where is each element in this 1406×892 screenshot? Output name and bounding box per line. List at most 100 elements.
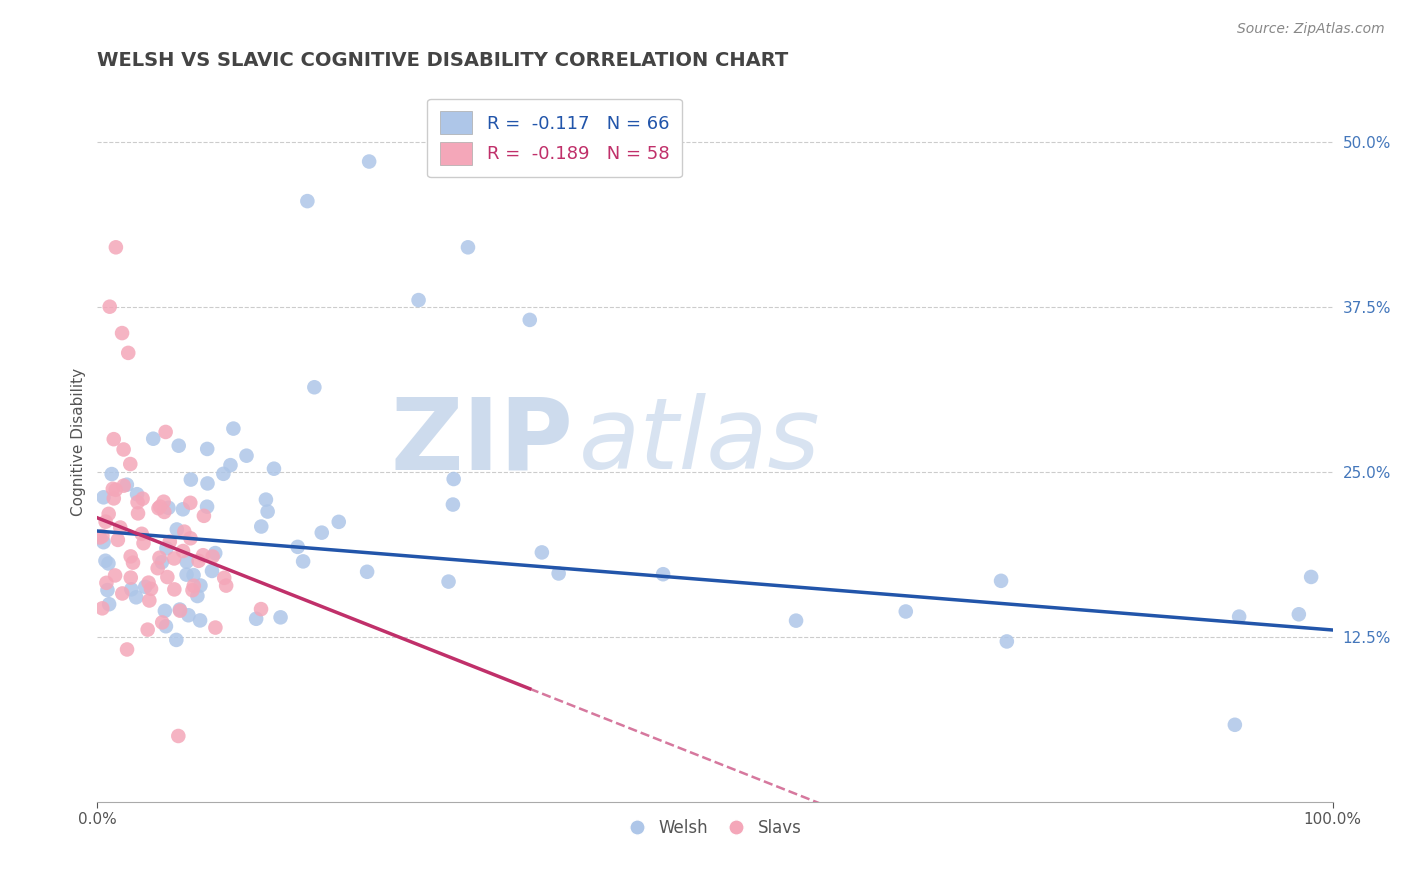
Point — [195, 442, 218, 456]
Point — [138, 575, 160, 590]
Point — [111, 326, 134, 340]
Point — [91, 601, 114, 615]
Point — [150, 615, 173, 630]
Point — [120, 571, 142, 585]
Point — [212, 467, 235, 481]
Point — [1223, 718, 1246, 732]
Point — [179, 496, 201, 510]
Point — [1301, 570, 1323, 584]
Point — [136, 623, 159, 637]
Point — [149, 500, 172, 514]
Point — [101, 482, 124, 496]
Point — [132, 536, 155, 550]
Point — [112, 478, 135, 492]
Point — [256, 504, 278, 518]
Point — [159, 534, 181, 549]
Point — [180, 473, 202, 487]
Point — [104, 240, 127, 254]
Point — [169, 604, 191, 618]
Point — [111, 586, 134, 600]
Point — [219, 458, 242, 472]
Point — [120, 582, 142, 597]
Point — [356, 565, 378, 579]
Point — [93, 491, 115, 505]
Point — [117, 346, 139, 360]
Point — [167, 439, 190, 453]
Point — [155, 619, 177, 633]
Point — [131, 526, 153, 541]
Point — [186, 589, 208, 603]
Point — [183, 579, 205, 593]
Point — [153, 604, 176, 618]
Point — [245, 612, 267, 626]
Point — [188, 614, 211, 628]
Point — [122, 556, 145, 570]
Point — [142, 432, 165, 446]
Point — [457, 240, 479, 254]
Point — [990, 574, 1012, 588]
Point — [127, 495, 149, 509]
Point — [250, 519, 273, 533]
Point — [190, 578, 212, 592]
Point — [547, 566, 569, 581]
Point — [125, 591, 148, 605]
Point — [96, 575, 118, 590]
Point — [235, 449, 257, 463]
Point — [110, 520, 132, 534]
Point — [127, 507, 149, 521]
Point — [127, 487, 149, 501]
Point — [204, 546, 226, 560]
Point — [304, 380, 326, 394]
Point — [191, 548, 214, 562]
Point — [179, 531, 201, 545]
Legend: Welsh, Slavs: Welsh, Slavs — [621, 813, 808, 844]
Point — [91, 529, 114, 543]
Point — [104, 483, 127, 497]
Point — [150, 555, 173, 569]
Point — [120, 457, 142, 471]
Point — [103, 432, 125, 446]
Point — [165, 632, 187, 647]
Point — [652, 567, 675, 582]
Point — [146, 561, 169, 575]
Text: WELSH VS SLAVIC COGNITIVE DISABILITY CORRELATION CHART: WELSH VS SLAVIC COGNITIVE DISABILITY COR… — [97, 51, 789, 70]
Point — [287, 540, 309, 554]
Point — [167, 729, 190, 743]
Point — [97, 507, 120, 521]
Point — [163, 551, 186, 566]
Y-axis label: Cognitive Disability: Cognitive Disability — [72, 368, 86, 516]
Point — [530, 545, 553, 559]
Text: atlas: atlas — [579, 393, 821, 491]
Text: Source: ZipAtlas.com: Source: ZipAtlas.com — [1237, 22, 1385, 37]
Point — [104, 568, 127, 582]
Point — [98, 597, 121, 611]
Point — [328, 515, 350, 529]
Point — [89, 531, 111, 545]
Point — [201, 549, 224, 564]
Point — [153, 505, 176, 519]
Point — [204, 621, 226, 635]
Point — [100, 467, 122, 481]
Point — [94, 554, 117, 568]
Point — [201, 564, 224, 578]
Point — [408, 293, 430, 307]
Point — [155, 541, 177, 556]
Point — [166, 523, 188, 537]
Point — [181, 583, 204, 598]
Text: ZIP: ZIP — [389, 393, 574, 491]
Point — [193, 508, 215, 523]
Point — [94, 515, 117, 529]
Point — [107, 533, 129, 547]
Point — [215, 579, 238, 593]
Point — [443, 472, 465, 486]
Point — [120, 549, 142, 564]
Point — [197, 476, 219, 491]
Point — [138, 593, 160, 607]
Point — [263, 461, 285, 475]
Point — [115, 477, 138, 491]
Point — [519, 313, 541, 327]
Point — [163, 582, 186, 597]
Point — [115, 642, 138, 657]
Point — [172, 502, 194, 516]
Point — [97, 557, 120, 571]
